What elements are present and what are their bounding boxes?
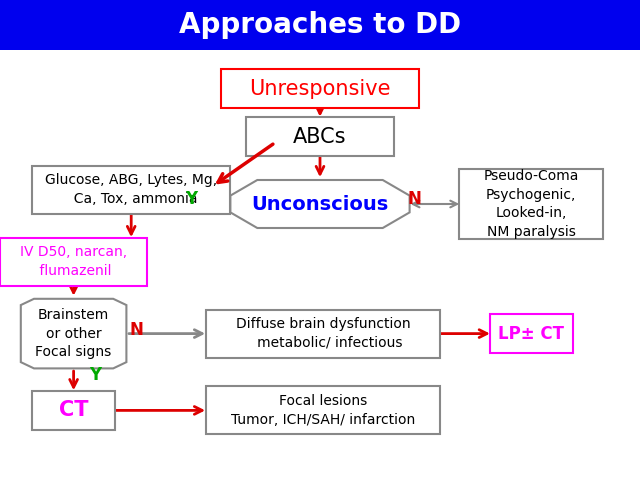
Text: ABCs: ABCs — [293, 127, 347, 147]
Polygon shape — [20, 299, 127, 369]
FancyBboxPatch shape — [0, 238, 147, 286]
Text: IV D50, narcan,
 flumazenil: IV D50, narcan, flumazenil — [20, 245, 127, 278]
Text: N: N — [129, 321, 143, 339]
FancyBboxPatch shape — [0, 0, 640, 50]
Text: N: N — [408, 190, 422, 208]
FancyBboxPatch shape — [490, 314, 573, 353]
FancyBboxPatch shape — [32, 391, 115, 430]
Text: Unconscious: Unconscious — [252, 194, 388, 214]
Text: Diffuse brain dysfunction
   metabolic/ infectious: Diffuse brain dysfunction metabolic/ inf… — [236, 317, 410, 350]
FancyBboxPatch shape — [32, 166, 230, 214]
FancyBboxPatch shape — [246, 117, 394, 156]
Text: CT: CT — [59, 400, 88, 420]
FancyBboxPatch shape — [206, 310, 440, 358]
Text: Glucose, ABG, Lytes, Mg,
  Ca, Tox, ammonia: Glucose, ABG, Lytes, Mg, Ca, Tox, ammoni… — [45, 173, 217, 206]
Text: Approaches to DD: Approaches to DD — [179, 11, 461, 39]
Text: LP± CT: LP± CT — [498, 324, 564, 343]
FancyBboxPatch shape — [221, 69, 419, 108]
Text: Brainstem
or other
Focal signs: Brainstem or other Focal signs — [35, 308, 112, 359]
Text: Focal lesions
Tumor, ICH/SAH/ infarction: Focal lesions Tumor, ICH/SAH/ infarction — [231, 394, 415, 427]
Text: Pseudo-Coma
Psychogenic,
Looked-in,
NM paralysis: Pseudo-Coma Psychogenic, Looked-in, NM p… — [483, 169, 579, 239]
Text: Y: Y — [185, 190, 196, 208]
Polygon shape — [230, 180, 410, 228]
FancyBboxPatch shape — [206, 386, 440, 434]
Text: Y: Y — [89, 366, 100, 384]
FancyBboxPatch shape — [459, 169, 603, 239]
Text: Unresponsive: Unresponsive — [249, 79, 391, 99]
